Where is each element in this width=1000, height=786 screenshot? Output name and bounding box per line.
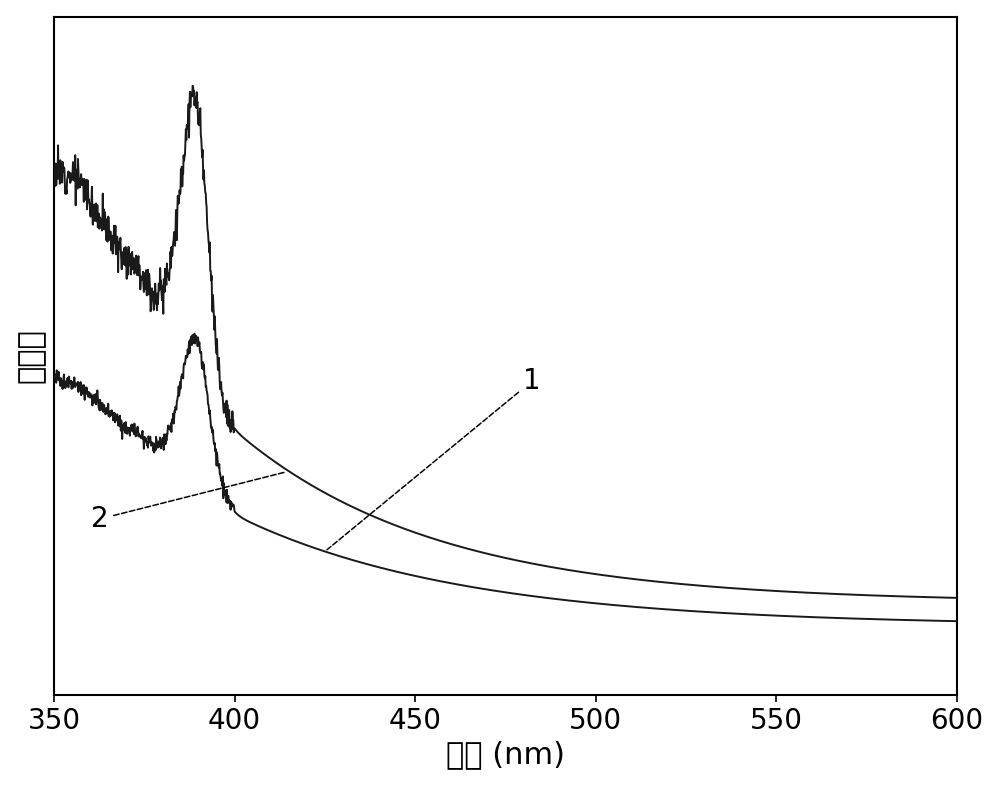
X-axis label: 波长 (nm): 波长 (nm) bbox=[446, 740, 565, 769]
Y-axis label: 吸光度: 吸光度 bbox=[17, 329, 46, 384]
Text: 1: 1 bbox=[327, 367, 541, 549]
Text: 2: 2 bbox=[91, 472, 286, 533]
